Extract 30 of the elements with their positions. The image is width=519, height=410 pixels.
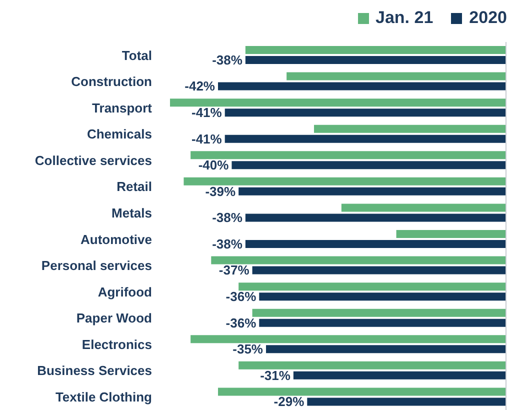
y-tick-label: Personal services — [41, 258, 152, 274]
data-label: -40% — [198, 158, 230, 173]
legend-label: Jan. 21 — [376, 8, 434, 28]
legend-label: 2020 — [469, 8, 507, 28]
data-label: -38% — [212, 236, 243, 252]
y-tick-label: Total — [122, 48, 152, 63]
y-tick-label: Automotive — [80, 232, 152, 247]
data-label: -41% — [192, 131, 222, 146]
data-label: -39% — [205, 184, 236, 199]
data-label: -36% — [226, 315, 257, 330]
y-tick-label: Transport — [92, 100, 153, 116]
y-tick-label: Electronics — [82, 336, 152, 352]
data-label: -41% — [192, 105, 222, 120]
y-tick-label: Chemicals — [86, 126, 152, 142]
y-tick-label: Metals — [112, 205, 152, 220]
y-tick-label: Agrifood — [98, 284, 152, 300]
data-label: -36% — [226, 289, 257, 304]
data-label: -38% — [212, 52, 243, 68]
y-tick-label: Construction — [71, 74, 152, 90]
data-label: -38% — [212, 210, 243, 226]
data-label: -29% — [274, 394, 305, 410]
data-label: -31% — [260, 368, 291, 383]
y-tick-label: Textile Clothing — [55, 389, 152, 404]
y-tick-label: Business Services — [37, 363, 152, 378]
data-label: -35% — [232, 342, 264, 357]
y-tick-label: Paper Wood — [76, 310, 152, 326]
y-tick-label: Retail — [116, 179, 152, 194]
data-label: -42% — [184, 78, 216, 94]
data-label: -37% — [218, 262, 250, 278]
y-tick-label: Collective services — [34, 152, 152, 168]
